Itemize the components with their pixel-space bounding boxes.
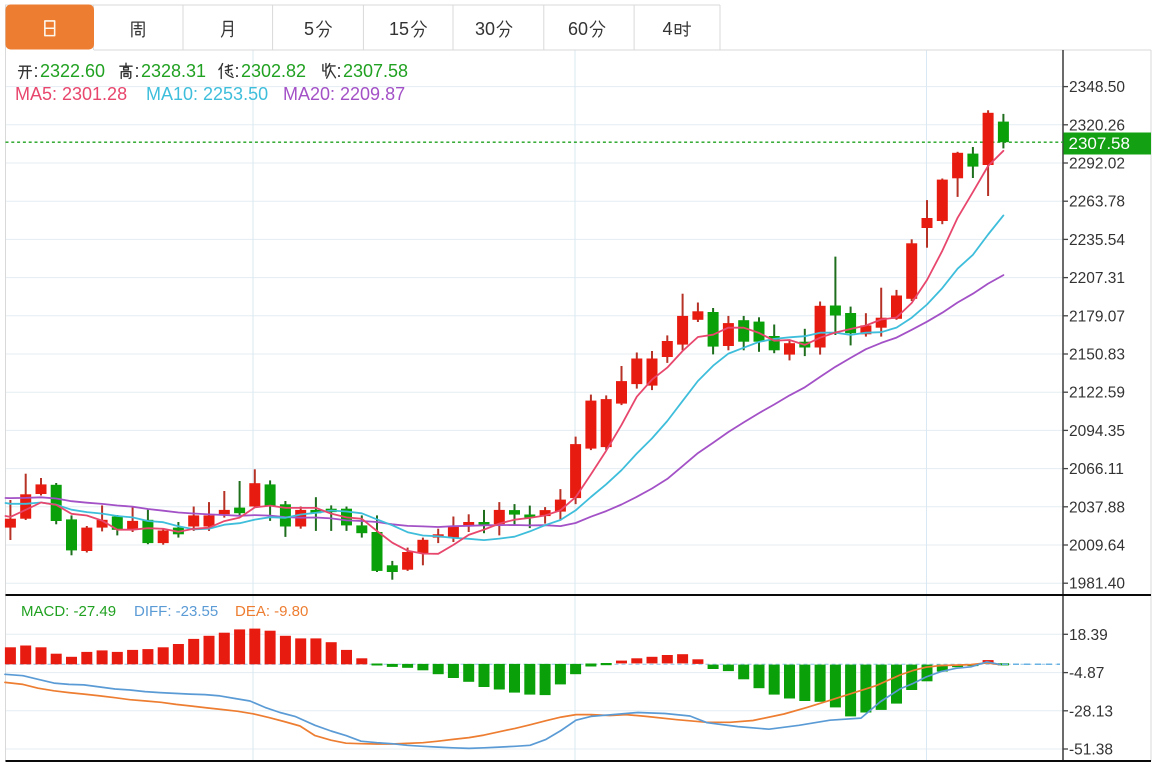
svg-text:2094.35: 2094.35 (1069, 423, 1125, 440)
svg-text:MACD: -27.49: MACD: -27.49 (21, 603, 116, 620)
svg-text:2320.26: 2320.26 (1069, 117, 1125, 134)
svg-text::: : (337, 61, 342, 81)
svg-text:-51.38: -51.38 (1069, 742, 1113, 759)
svg-text::: : (135, 61, 140, 81)
svg-text:MA5: 2301.28: MA5: 2301.28 (15, 84, 127, 104)
svg-text:MA20: 2209.87: MA20: 2209.87 (283, 84, 405, 104)
svg-text:2179.07: 2179.07 (1069, 308, 1125, 325)
svg-text:2348.50: 2348.50 (1069, 79, 1125, 96)
svg-text:2122.59: 2122.59 (1069, 385, 1125, 402)
svg-text:5: 5 (304, 19, 314, 39)
svg-text:4: 4 (663, 19, 673, 39)
svg-text:2328.31: 2328.31 (141, 61, 206, 81)
svg-text:DEA: -9.80: DEA: -9.80 (235, 603, 308, 620)
svg-text:60: 60 (568, 19, 588, 39)
svg-text:2235.54: 2235.54 (1069, 232, 1125, 249)
svg-text:2150.83: 2150.83 (1069, 347, 1125, 364)
svg-text:2207.31: 2207.31 (1069, 270, 1125, 287)
svg-text:-4.87: -4.87 (1069, 665, 1104, 682)
svg-text:DIFF: -23.55: DIFF: -23.55 (134, 603, 218, 620)
svg-text:1981.40: 1981.40 (1069, 576, 1125, 593)
svg-text:2009.64: 2009.64 (1069, 538, 1125, 555)
svg-text::: : (34, 61, 39, 81)
svg-text:2307.58: 2307.58 (1069, 134, 1130, 153)
svg-text::: : (235, 61, 240, 81)
svg-text:MA10: 2253.50: MA10: 2253.50 (146, 84, 268, 104)
svg-text:2263.78: 2263.78 (1069, 194, 1125, 211)
svg-text:15: 15 (389, 19, 409, 39)
svg-text:2037.88: 2037.88 (1069, 499, 1125, 516)
svg-text:18.39: 18.39 (1069, 627, 1108, 644)
svg-text:2066.11: 2066.11 (1069, 461, 1124, 478)
svg-text:30: 30 (475, 19, 495, 39)
svg-text:2302.82: 2302.82 (241, 61, 306, 81)
svg-text:-28.13: -28.13 (1069, 703, 1113, 720)
svg-text:2307.58: 2307.58 (343, 61, 408, 81)
svg-text:2322.60: 2322.60 (40, 61, 105, 81)
svg-text:2292.02: 2292.02 (1069, 156, 1125, 173)
